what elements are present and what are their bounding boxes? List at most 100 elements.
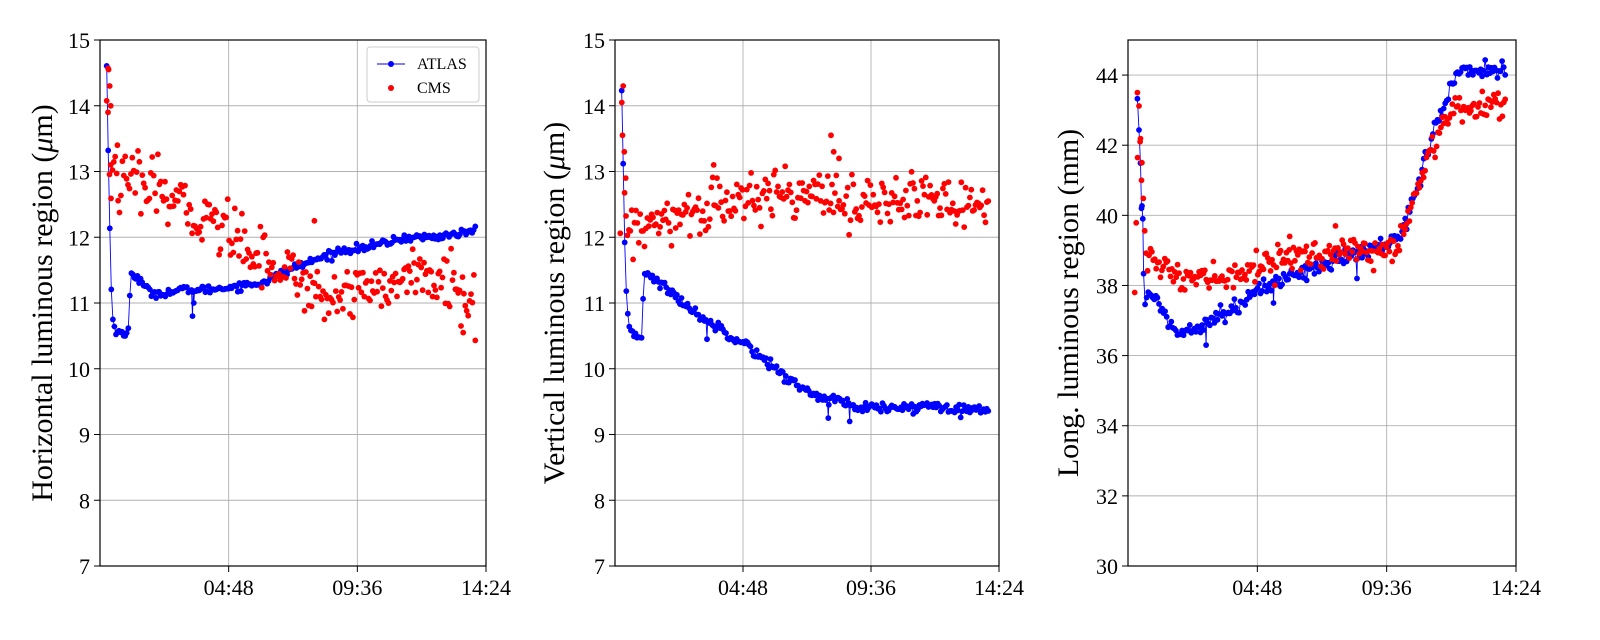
data-point-cms: [887, 218, 894, 225]
data-point-cms: [1422, 167, 1428, 174]
data-point-atlas: [862, 399, 869, 406]
data-point-cms: [213, 209, 220, 216]
data-point-cms: [911, 185, 918, 192]
data-point-cms: [836, 155, 842, 162]
data-point-atlas: [324, 256, 331, 263]
data-point-cms: [135, 148, 141, 154]
data-point-cms: [436, 268, 443, 275]
data-point-atlas: [110, 316, 116, 323]
data-point-cms: [405, 263, 412, 270]
data-point-cms: [748, 170, 754, 176]
data-point-cms: [469, 299, 476, 306]
data-point-cms: [372, 270, 379, 276]
x-tick-label: 04:48: [1232, 575, 1282, 600]
x-tick-label: 04:48: [718, 575, 768, 600]
data-point-cms: [664, 200, 671, 207]
data-point-cms: [971, 207, 977, 214]
data-point-cms: [330, 299, 336, 306]
data-point-cms: [914, 198, 921, 204]
data-point-atlas: [846, 418, 853, 425]
data-point-atlas: [712, 327, 719, 334]
y-tick-label: 36: [1096, 344, 1118, 369]
data-point-cms: [233, 236, 240, 243]
data-point-cms: [982, 219, 989, 226]
data-point-cms: [1379, 241, 1386, 248]
data-point-cms: [217, 246, 224, 253]
data-point-cms: [116, 209, 123, 216]
data-point-atlas: [1199, 322, 1205, 328]
data-point-cms: [1432, 154, 1438, 161]
data-point-cms: [1369, 248, 1376, 254]
data-point-atlas: [753, 347, 760, 353]
data-point-cms: [431, 282, 437, 289]
data-point-atlas: [1228, 303, 1235, 309]
data-point-cms: [459, 274, 466, 280]
data-point-atlas: [1502, 72, 1509, 78]
data-point-cms: [283, 275, 289, 281]
data-point-atlas: [763, 355, 769, 361]
data-point-cms: [210, 218, 217, 225]
data-point-cms: [294, 292, 301, 298]
data-point-atlas: [954, 407, 961, 414]
data-point-cms: [251, 263, 258, 270]
y-tick-label: 15: [583, 28, 605, 53]
data-point-cms: [157, 178, 164, 185]
data-point-atlas: [1156, 301, 1162, 307]
data-point-cms: [1173, 274, 1180, 281]
data-point-cms: [1252, 278, 1258, 285]
data-point-atlas: [692, 305, 699, 311]
data-point-cms: [833, 172, 840, 179]
data-point-atlas: [1139, 203, 1145, 209]
data-point-cms: [979, 187, 986, 194]
data-point-cms: [446, 303, 453, 310]
data-point-cms: [298, 276, 305, 283]
data-point-atlas: [1139, 215, 1146, 222]
panel-long-luminous-region: 30 32 34 36 38 40 42 44 04:48 09:36 14:24 Long. lum…: [1052, 39, 1541, 600]
data-point-cms: [891, 193, 898, 200]
data-point-cms: [1449, 101, 1456, 107]
data-point-cms: [374, 288, 380, 295]
data-point-cms: [1153, 265, 1160, 272]
data-point-cms: [949, 200, 956, 207]
data-point-cms: [360, 269, 366, 276]
data-point-atlas: [1500, 64, 1507, 71]
data-point-cms: [672, 225, 679, 231]
data-point-cms: [665, 220, 672, 226]
data-point-cms: [1157, 274, 1164, 281]
data-point-atlas: [1445, 96, 1452, 103]
data-point-cms: [404, 289, 410, 296]
data-point-atlas: [1222, 319, 1228, 326]
data-point-cms: [701, 218, 708, 224]
data-point-atlas: [621, 239, 628, 246]
x-tick-label: 04:48: [204, 575, 254, 600]
data-point-cms: [438, 284, 444, 291]
data-point-cms: [113, 170, 120, 177]
data-point-cms: [721, 217, 727, 224]
data-point-cms: [303, 269, 309, 275]
data-point-cms: [959, 207, 966, 214]
data-point-cms: [1423, 154, 1430, 161]
y-tick-label: 42: [1096, 133, 1118, 158]
data-point-cms: [708, 184, 715, 191]
data-point-cms: [724, 189, 730, 196]
data-point-cms: [922, 174, 929, 181]
panel-vertical-luminous-region: 7 8 9 10 11 12 13 14 15 04:48 09:36 14:24 Vertical l…: [538, 28, 1024, 600]
data-point-cms: [857, 217, 864, 224]
data-point-atlas: [1270, 300, 1277, 306]
data-point-cms: [281, 264, 288, 270]
data-point-atlas: [472, 223, 479, 230]
data-point-cms: [465, 312, 472, 319]
data-point-cms: [416, 256, 423, 262]
data-point-atlas: [957, 414, 964, 421]
data-point-cms: [291, 275, 298, 282]
data-point-cms: [867, 182, 874, 189]
data-point-cms: [118, 192, 124, 199]
data-point-atlas: [125, 325, 132, 332]
data-point-cms: [1303, 243, 1310, 250]
y-tick-label: 34: [1096, 414, 1118, 439]
data-point-atlas: [618, 87, 625, 94]
data-point-cms: [136, 158, 143, 165]
data-point-cms: [1292, 257, 1298, 264]
data-point-cms: [760, 188, 767, 194]
